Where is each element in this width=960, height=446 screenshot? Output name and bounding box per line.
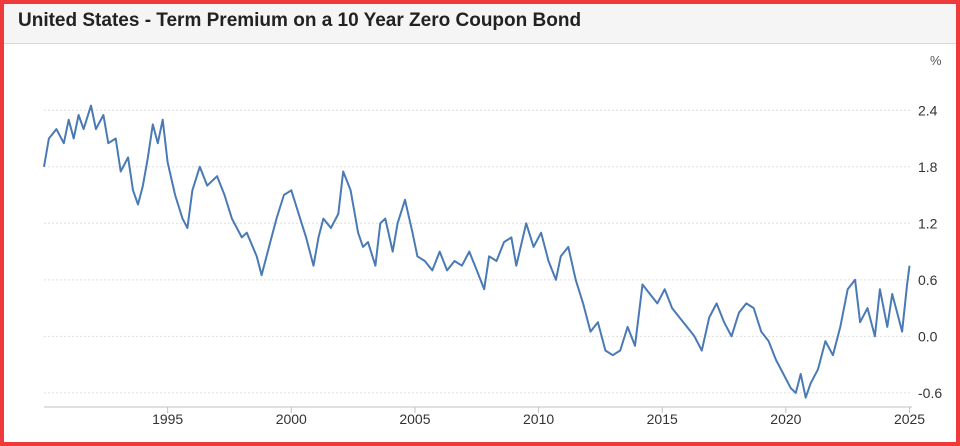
chart-title: United States - Term Premium on a 10 Yea… (18, 10, 582, 31)
y-tick-label: 0.6 (918, 272, 938, 288)
y-tick-label: 1.8 (918, 159, 938, 175)
x-tick-label: 1995 (152, 411, 183, 427)
y-tick-label: 1.2 (918, 215, 938, 231)
series-line (43, 104, 911, 399)
y-tick-label: 2.4 (918, 102, 938, 118)
x-tick-label: 2025 (894, 411, 925, 427)
x-tick-label: 2010 (523, 411, 554, 427)
x-axis-ticks: 1995 2000 2005 2010 2015 2020 2025 (152, 407, 925, 427)
grid-lines (44, 109, 912, 394)
y-tick-label: 0.0 (918, 328, 938, 344)
x-tick-label: 2020 (770, 411, 801, 427)
x-tick-label: 2000 (276, 411, 307, 427)
y-unit-label: % (930, 53, 942, 68)
x-tick-label: 2015 (647, 411, 678, 427)
y-axis-ticks: -0.6 0.0 0.6 1.2 1.8 2.4 (918, 102, 942, 401)
chart-header: United States - Term Premium on a 10 Yea… (4, 4, 956, 44)
y-tick-label: -0.6 (918, 385, 942, 401)
x-tick-label: 2005 (399, 411, 430, 427)
